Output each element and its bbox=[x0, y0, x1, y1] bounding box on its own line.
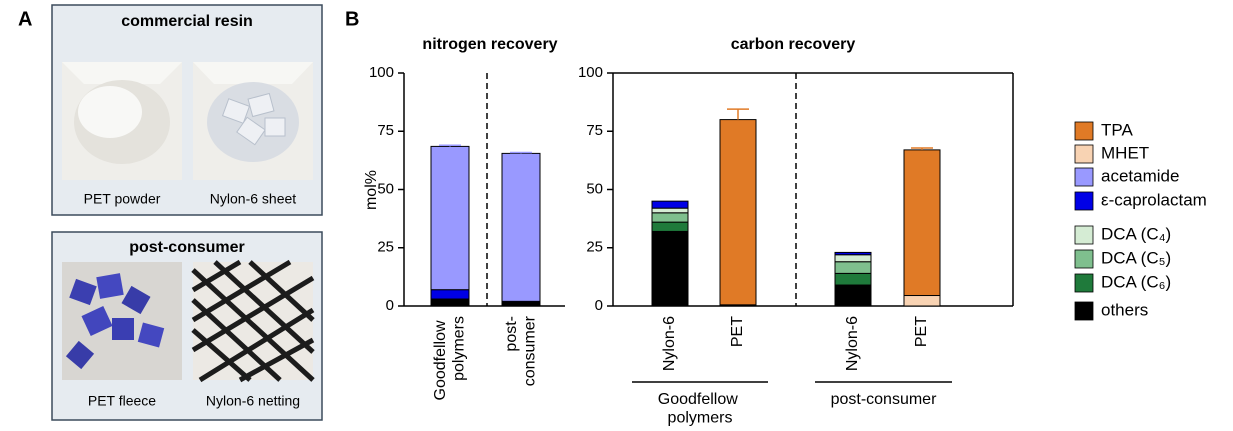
bar-segment bbox=[501, 152, 541, 302]
panel-label: B bbox=[345, 8, 359, 30]
bar-segment bbox=[834, 254, 872, 263]
x-tick-label: PET bbox=[913, 316, 930, 347]
bar-segment bbox=[834, 284, 872, 307]
legend-label: acetamide bbox=[1101, 166, 1179, 185]
photo bbox=[193, 62, 313, 180]
bar-segment bbox=[651, 200, 689, 209]
box-title: post-consumer bbox=[129, 239, 245, 256]
y-tick-label: 25 bbox=[377, 239, 394, 256]
y-axis-label: mol% bbox=[363, 170, 380, 210]
legend-label: DCA (C₅) bbox=[1101, 248, 1171, 267]
bar-segment bbox=[430, 289, 470, 300]
y-tick-label: 0 bbox=[595, 297, 603, 314]
y-tick-label: 25 bbox=[586, 239, 603, 256]
x-tick-label: Goodfellow polymers bbox=[432, 316, 467, 401]
legend-label: others bbox=[1101, 300, 1148, 319]
group-label: Goodfellow polymers bbox=[658, 391, 743, 426]
chart-title: nitrogen recovery bbox=[422, 36, 557, 53]
y-tick-label: 100 bbox=[578, 64, 603, 81]
bar-segment bbox=[719, 119, 757, 306]
y-tick-label: 75 bbox=[377, 122, 394, 139]
group-label: post-consumer bbox=[831, 391, 937, 408]
y-tick-label: 0 bbox=[386, 297, 394, 314]
bar-segment bbox=[651, 221, 689, 232]
bar-segment bbox=[430, 298, 470, 307]
x-tick-label: Nylon-6 bbox=[844, 316, 861, 371]
x-tick-label: Nylon-6 bbox=[661, 316, 678, 371]
error-bar bbox=[727, 108, 749, 120]
legend-swatch bbox=[1074, 225, 1094, 245]
photo-caption: PET powder bbox=[84, 191, 161, 207]
photo bbox=[191, 259, 315, 383]
photo-caption: Nylon-6 netting bbox=[206, 393, 300, 409]
legend-swatch bbox=[1074, 301, 1094, 321]
bar-segment bbox=[651, 207, 689, 214]
photo bbox=[62, 262, 182, 380]
y-tick-label: 50 bbox=[586, 180, 603, 197]
legend-label: ε-caprolactam bbox=[1101, 190, 1207, 209]
y-tick-label: 100 bbox=[369, 64, 394, 81]
bar-segment bbox=[651, 212, 689, 223]
photo bbox=[62, 62, 182, 180]
legend-label: DCA (C₆) bbox=[1101, 272, 1171, 291]
error-bar bbox=[510, 151, 532, 154]
bar-segment bbox=[903, 149, 941, 297]
error-bar bbox=[911, 147, 933, 150]
legend-swatch bbox=[1074, 167, 1094, 187]
legend-swatch bbox=[1074, 144, 1094, 164]
bar-segment bbox=[430, 145, 470, 291]
legend-label: DCA (C₄) bbox=[1101, 224, 1171, 243]
photo-caption: PET fleece bbox=[88, 393, 156, 409]
legend-label: MHET bbox=[1101, 143, 1149, 162]
legend-swatch bbox=[1074, 121, 1094, 141]
legend-swatch bbox=[1074, 191, 1094, 211]
box-title: commercial resin bbox=[121, 13, 253, 30]
x-tick-label: post-consumer bbox=[503, 315, 538, 386]
bar-segment bbox=[834, 251, 872, 256]
y-tick-label: 50 bbox=[377, 180, 394, 197]
y-tick-label: 75 bbox=[586, 122, 603, 139]
bar-segment bbox=[834, 272, 872, 286]
error-bar bbox=[439, 144, 461, 147]
legend-swatch bbox=[1074, 249, 1094, 269]
legend-label: TPA bbox=[1101, 120, 1133, 139]
panel-label: A bbox=[18, 8, 32, 30]
photo-caption: Nylon-6 sheet bbox=[210, 191, 296, 207]
bar-segment bbox=[834, 261, 872, 274]
x-tick-label: PET bbox=[729, 316, 746, 347]
legend-swatch bbox=[1074, 273, 1094, 293]
chart-title: carbon recovery bbox=[731, 36, 856, 53]
bar-segment bbox=[501, 302, 541, 307]
bar-segment bbox=[651, 230, 689, 307]
bar-segment bbox=[903, 295, 941, 307]
